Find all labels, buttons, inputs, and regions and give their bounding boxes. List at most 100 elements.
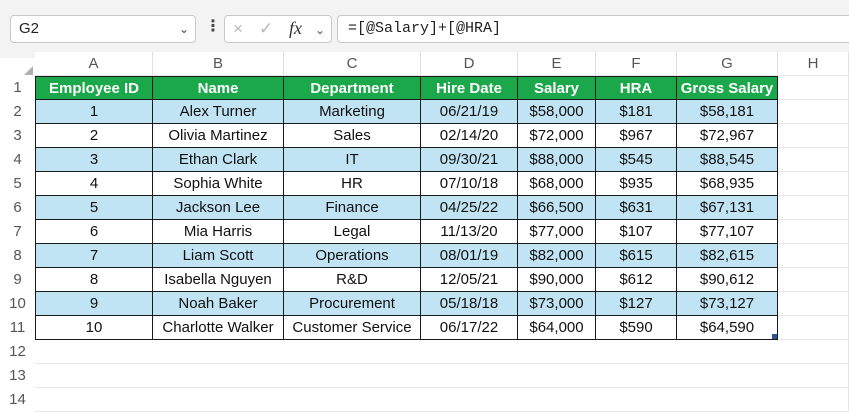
table-cell[interactable]: $82,000 <box>518 244 596 268</box>
table-header-cell[interactable]: Department <box>284 76 421 100</box>
column-header-h[interactable]: H <box>778 52 849 76</box>
table-cell[interactable]: 05/18/18 <box>421 292 518 316</box>
table-cell[interactable]: Sales <box>284 124 421 148</box>
table-cell[interactable]: $545 <box>596 148 677 172</box>
table-cell[interactable]: $90,000 <box>518 268 596 292</box>
column-header-c[interactable]: C <box>284 52 421 76</box>
table-cell[interactable]: $64,000 <box>518 316 596 340</box>
table-cell[interactable]: HR <box>284 172 421 196</box>
column-header-b[interactable]: B <box>153 52 284 76</box>
table-cell[interactable]: 1 <box>35 100 153 124</box>
table-header-cell[interactable]: Name <box>153 76 284 100</box>
column-header-d[interactable]: D <box>421 52 518 76</box>
table-cell[interactable]: 2 <box>35 124 153 148</box>
row-header-6[interactable]: 6 <box>0 196 35 220</box>
table-cell[interactable]: $77,000 <box>518 220 596 244</box>
row-header-3[interactable]: 3 <box>0 124 35 148</box>
row-header-10[interactable]: 10 <box>0 292 35 316</box>
column-header-g[interactable]: G <box>677 52 778 76</box>
table-cell[interactable]: $935 <box>596 172 677 196</box>
table-cell[interactable]: $72,000 <box>518 124 596 148</box>
table-cell[interactable]: 11/13/20 <box>421 220 518 244</box>
table-cell[interactable]: $181 <box>596 100 677 124</box>
table-cell[interactable]: $107 <box>596 220 677 244</box>
table-cell[interactable]: 04/25/22 <box>421 196 518 220</box>
select-all-corner[interactable] <box>0 63 35 77</box>
table-cell[interactable]: Marketing <box>284 100 421 124</box>
table-cell[interactable]: $73,127 <box>677 292 778 316</box>
table-header-cell[interactable]: Salary <box>518 76 596 100</box>
table-cell[interactable]: 10 <box>35 316 153 340</box>
table-cell[interactable]: Procurement <box>284 292 421 316</box>
row-header-13[interactable]: 13 <box>0 364 35 388</box>
table-header-cell[interactable]: HRA <box>596 76 677 100</box>
table-cell[interactable]: $72,967 <box>677 124 778 148</box>
table-cell[interactable]: IT <box>284 148 421 172</box>
table-cell[interactable]: $68,000 <box>518 172 596 196</box>
table-cell[interactable]: 08/01/19 <box>421 244 518 268</box>
name-box[interactable]: G2 ⌄ <box>10 15 196 43</box>
table-cell[interactable]: 5 <box>35 196 153 220</box>
table-cell[interactable]: 09/30/21 <box>421 148 518 172</box>
table-cell[interactable]: $127 <box>596 292 677 316</box>
table-cell[interactable]: Legal <box>284 220 421 244</box>
table-resize-handle[interactable] <box>772 334 777 339</box>
row-header-5[interactable]: 5 <box>0 172 35 196</box>
row-header-7[interactable]: 7 <box>0 220 35 244</box>
insert-function-icon[interactable]: fx <box>289 18 302 38</box>
row-header-4[interactable]: 4 <box>0 148 35 172</box>
row-header-8[interactable]: 8 <box>0 244 35 268</box>
row-header-9[interactable]: 9 <box>0 268 35 292</box>
table-header-cell[interactable]: Gross Salary <box>677 76 778 100</box>
table-cell[interactable]: Charlotte Walker <box>153 316 284 340</box>
table-cell[interactable]: Liam Scott <box>153 244 284 268</box>
table-cell[interactable]: 06/17/22 <box>421 316 518 340</box>
row-header-11[interactable]: 11 <box>0 316 35 340</box>
table-cell[interactable]: $88,000 <box>518 148 596 172</box>
table-cell[interactable]: $58,181 <box>677 100 778 124</box>
chevron-down-icon[interactable]: ⌄ <box>315 23 326 37</box>
table-cell[interactable]: $967 <box>596 124 677 148</box>
table-cell[interactable]: $631 <box>596 196 677 220</box>
table-cell[interactable]: Operations <box>284 244 421 268</box>
table-cell[interactable]: $64,590 <box>677 316 778 340</box>
table-header-cell[interactable]: Hire Date <box>421 76 518 100</box>
table-cell[interactable]: 3 <box>35 148 153 172</box>
column-header-f[interactable]: F <box>596 52 677 76</box>
table-cell[interactable]: Customer Service <box>284 316 421 340</box>
table-cell[interactable]: 12/05/21 <box>421 268 518 292</box>
table-cell[interactable]: Noah Baker <box>153 292 284 316</box>
table-cell[interactable]: $615 <box>596 244 677 268</box>
table-cell[interactable]: Isabella Nguyen <box>153 268 284 292</box>
table-cell[interactable]: Sophia White <box>153 172 284 196</box>
row-header-12[interactable]: 12 <box>0 340 35 364</box>
table-cell[interactable]: 4 <box>35 172 153 196</box>
table-cell[interactable]: 07/10/18 <box>421 172 518 196</box>
table-cell[interactable]: Mia Harris <box>153 220 284 244</box>
table-cell[interactable]: $612 <box>596 268 677 292</box>
row-header-2[interactable]: 2 <box>0 100 35 124</box>
more-options-icon[interactable]: ⋮ <box>205 18 221 35</box>
table-cell[interactable]: Finance <box>284 196 421 220</box>
formula-input[interactable]: =[@Salary]+[@HRA] <box>337 15 849 43</box>
table-cell[interactable]: Jackson Lee <box>153 196 284 220</box>
table-cell[interactable]: 8 <box>35 268 153 292</box>
table-cell[interactable]: $67,131 <box>677 196 778 220</box>
row-header-1[interactable]: 1 <box>0 76 35 100</box>
table-cell[interactable]: Olivia Martinez <box>153 124 284 148</box>
table-cell[interactable]: Ethan Clark <box>153 148 284 172</box>
column-header-e[interactable]: E <box>518 52 596 76</box>
table-cell[interactable]: $82,615 <box>677 244 778 268</box>
table-cell[interactable]: R&D <box>284 268 421 292</box>
table-cell[interactable]: $77,107 <box>677 220 778 244</box>
table-cell[interactable]: $590 <box>596 316 677 340</box>
table-cell[interactable]: $58,000 <box>518 100 596 124</box>
table-cell[interactable]: $90,612 <box>677 268 778 292</box>
cancel-icon[interactable]: × <box>233 19 243 38</box>
table-cell[interactable]: 7 <box>35 244 153 268</box>
table-cell[interactable]: $66,500 <box>518 196 596 220</box>
table-cell[interactable]: $88,545 <box>677 148 778 172</box>
table-cell[interactable]: 02/14/20 <box>421 124 518 148</box>
table-header-cell[interactable]: Employee ID <box>35 76 153 100</box>
table-cell[interactable]: 06/21/19 <box>421 100 518 124</box>
